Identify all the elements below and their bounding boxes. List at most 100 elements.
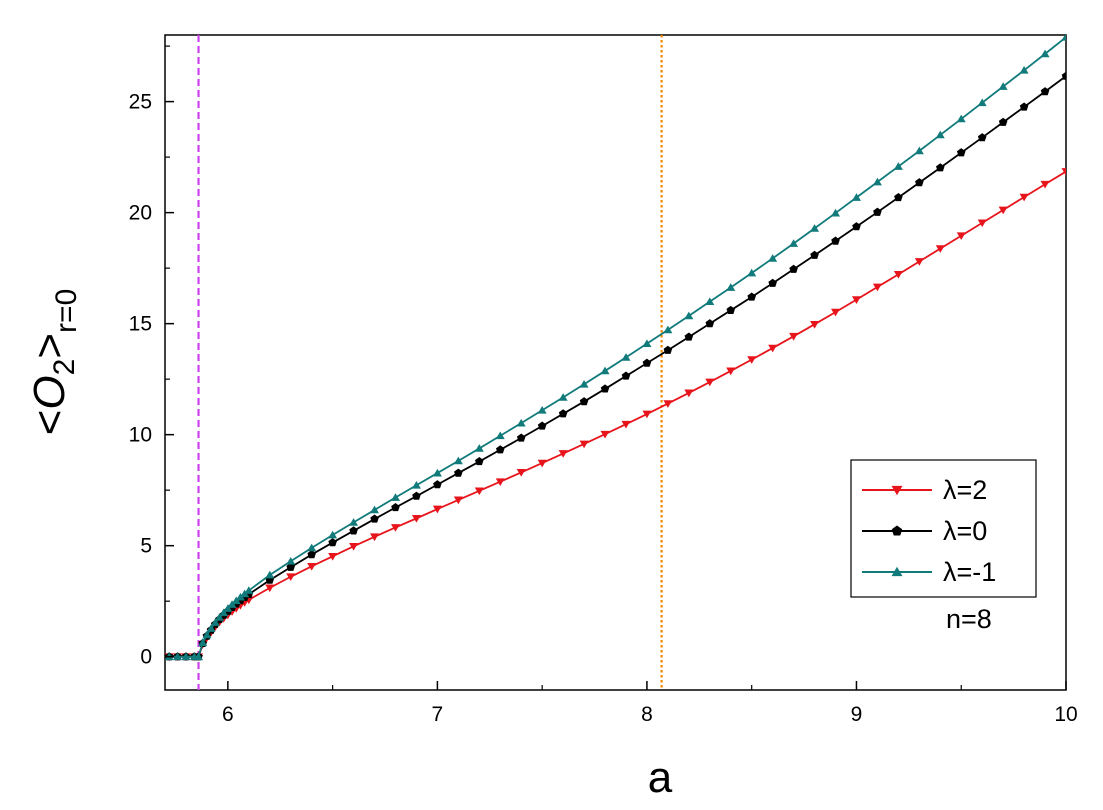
data-point	[663, 345, 673, 354]
data-point	[852, 222, 861, 231]
data-point	[495, 431, 505, 440]
data-point	[370, 533, 380, 542]
data-point	[265, 570, 275, 579]
data-point	[328, 552, 338, 561]
data-point	[181, 652, 191, 661]
data-point	[219, 608, 229, 617]
data-point	[851, 193, 861, 201]
y-tick-label: 0	[140, 646, 152, 669]
x-tick-label: 6	[222, 703, 234, 726]
data-point	[998, 206, 1008, 215]
data-point	[747, 356, 757, 364]
data-point	[872, 283, 882, 292]
data-point	[977, 219, 987, 228]
data-point	[600, 430, 610, 439]
data-point	[642, 410, 652, 419]
data-point	[956, 114, 966, 123]
data-point	[600, 384, 610, 393]
data-point	[537, 459, 547, 468]
data-point	[328, 538, 337, 547]
x-tick-label: 9	[851, 703, 863, 726]
data-point	[705, 297, 715, 306]
data-point	[1040, 180, 1050, 189]
data-point	[810, 224, 820, 232]
data-point	[411, 481, 421, 489]
data-point	[810, 250, 819, 259]
data-point	[621, 420, 631, 429]
data-point	[516, 418, 526, 427]
data-point	[810, 320, 820, 329]
data-point	[349, 542, 359, 551]
data-point	[893, 162, 903, 170]
data-point	[579, 397, 589, 406]
data-point	[349, 518, 359, 526]
data-point	[705, 319, 715, 328]
data-point	[286, 573, 296, 582]
legend-label: λ=2	[943, 475, 987, 505]
data-point	[495, 445, 505, 454]
data-point	[328, 530, 338, 539]
data-point	[307, 550, 316, 559]
data-point	[831, 308, 841, 317]
data-point	[558, 409, 568, 418]
data-point	[475, 457, 484, 466]
legend-box	[850, 459, 1037, 598]
x-tick-label: 7	[432, 703, 444, 726]
y-tick-label: 10	[129, 424, 152, 447]
data-point	[432, 468, 442, 477]
data-point	[307, 562, 317, 571]
data-point	[370, 514, 379, 523]
data-point	[286, 556, 296, 565]
data-point	[391, 502, 400, 512]
data-point	[956, 232, 966, 240]
y-tick-label: 25	[129, 91, 152, 114]
data-point	[474, 487, 484, 496]
data-point	[495, 478, 505, 487]
data-point	[977, 133, 987, 142]
data-point	[789, 264, 798, 273]
data-point	[894, 193, 903, 202]
legend-entry-1: λ=2	[862, 475, 987, 505]
data-point	[579, 379, 589, 388]
x-axis-label: a	[648, 753, 673, 802]
data-point	[663, 325, 673, 334]
y-tick-label: 5	[140, 535, 152, 558]
data-point	[349, 526, 358, 535]
data-point	[433, 480, 442, 489]
data-point	[684, 332, 694, 341]
data-point	[198, 638, 208, 647]
y-axis-label: <O2>r=0	[25, 289, 83, 436]
data-point	[956, 148, 966, 157]
data-point	[873, 207, 882, 216]
data-point	[412, 491, 421, 500]
y-axis-label-subscript: r=0	[50, 289, 83, 333]
data-point	[1019, 102, 1029, 111]
data-point	[768, 254, 778, 262]
data-point	[747, 292, 756, 301]
data-point	[558, 450, 568, 458]
data-point	[684, 311, 694, 320]
legend-label: λ=0	[943, 516, 987, 546]
data-point	[663, 400, 673, 408]
data-point	[411, 514, 421, 523]
data-point	[558, 393, 568, 401]
legend-label: λ=-1	[943, 557, 996, 587]
data-point	[223, 604, 233, 612]
data-point	[1061, 71, 1066, 80]
data-point	[1019, 66, 1029, 74]
data-point	[454, 468, 463, 477]
series-3	[165, 35, 1066, 661]
data-point	[307, 543, 317, 552]
data-point	[789, 239, 799, 247]
data-point	[705, 378, 715, 387]
y-axis-label-close: >	[25, 333, 74, 359]
data-point	[851, 296, 861, 304]
data-point	[244, 586, 254, 594]
data-point	[914, 258, 924, 266]
data-point	[453, 496, 463, 505]
data-point	[998, 117, 1008, 126]
data-point	[935, 130, 945, 139]
data-point	[747, 268, 757, 277]
data-point	[831, 208, 841, 217]
